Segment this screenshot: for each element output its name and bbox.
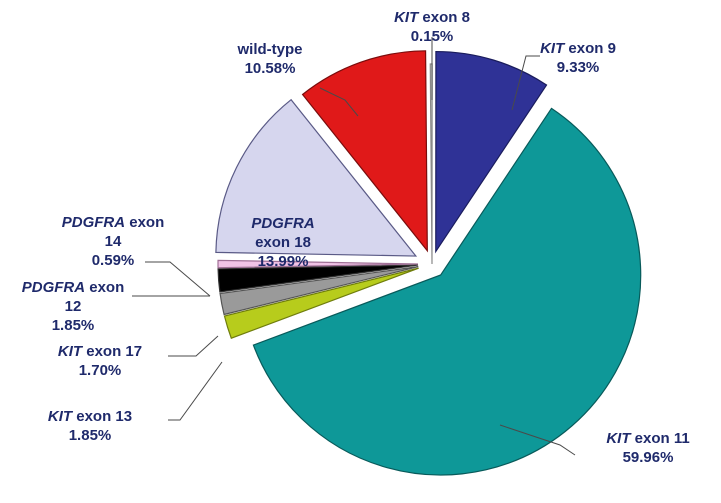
- leader-line-kit-exon-17: [168, 335, 219, 357]
- pie-slice-kit-exon-17: [219, 266, 419, 316]
- leader-line-kit-exon-11: [499, 424, 576, 456]
- leader-line-kit-exon-9: [511, 55, 540, 111]
- slice-label-pdgfra-exon-12: PDGFRA exon 12 1.85%: [22, 279, 125, 334]
- slice-label-kit-exon-8: KIT exon 8 0.15%: [394, 9, 470, 45]
- pie-slice-pdgfra-exon-14: [217, 259, 419, 269]
- leader-lines: [132, 37, 576, 456]
- pie-slice-wild-type: [301, 50, 428, 253]
- leader-line-pdgfra-exon-14: [145, 261, 211, 297]
- slice-label-kit-exon-13: KIT exon 13 1.85%: [48, 408, 132, 444]
- leader-line-wild-type: [319, 87, 359, 117]
- slice-label-kit-exon-9: KIT exon 9 9.33%: [540, 40, 616, 76]
- pie-slices: [215, 50, 642, 476]
- pie-slice-kit-exon-13: [223, 267, 419, 340]
- slice-labels: KIT exon 8 0.15% KIT exon 9 9.33% KIT exon 1…: [22, 9, 690, 466]
- slice-label-pdgfra-exon-18: PDGFRA exon 18 13.99%: [251, 215, 314, 270]
- slice-label-kit-exon-17: KIT exon 17 1.70%: [58, 343, 142, 379]
- pie-slice-pdgfra-exon-12: [217, 264, 419, 293]
- slice-label-wild-type: wild-type 10.58%: [236, 41, 302, 77]
- slice-label-pdgfra-exon-14: PDGFRA exon 14 0.59%: [62, 214, 165, 269]
- slice-label-kit-exon-11: KIT exon 11 59.96%: [606, 430, 689, 466]
- leader-line-kit-exon-13: [168, 361, 223, 421]
- pie-slice-kit-exon-9: [435, 50, 548, 254]
- pie-slice-pdgfra-exon-18: [215, 98, 418, 257]
- pie-slice-kit-exon-11: [252, 107, 642, 476]
